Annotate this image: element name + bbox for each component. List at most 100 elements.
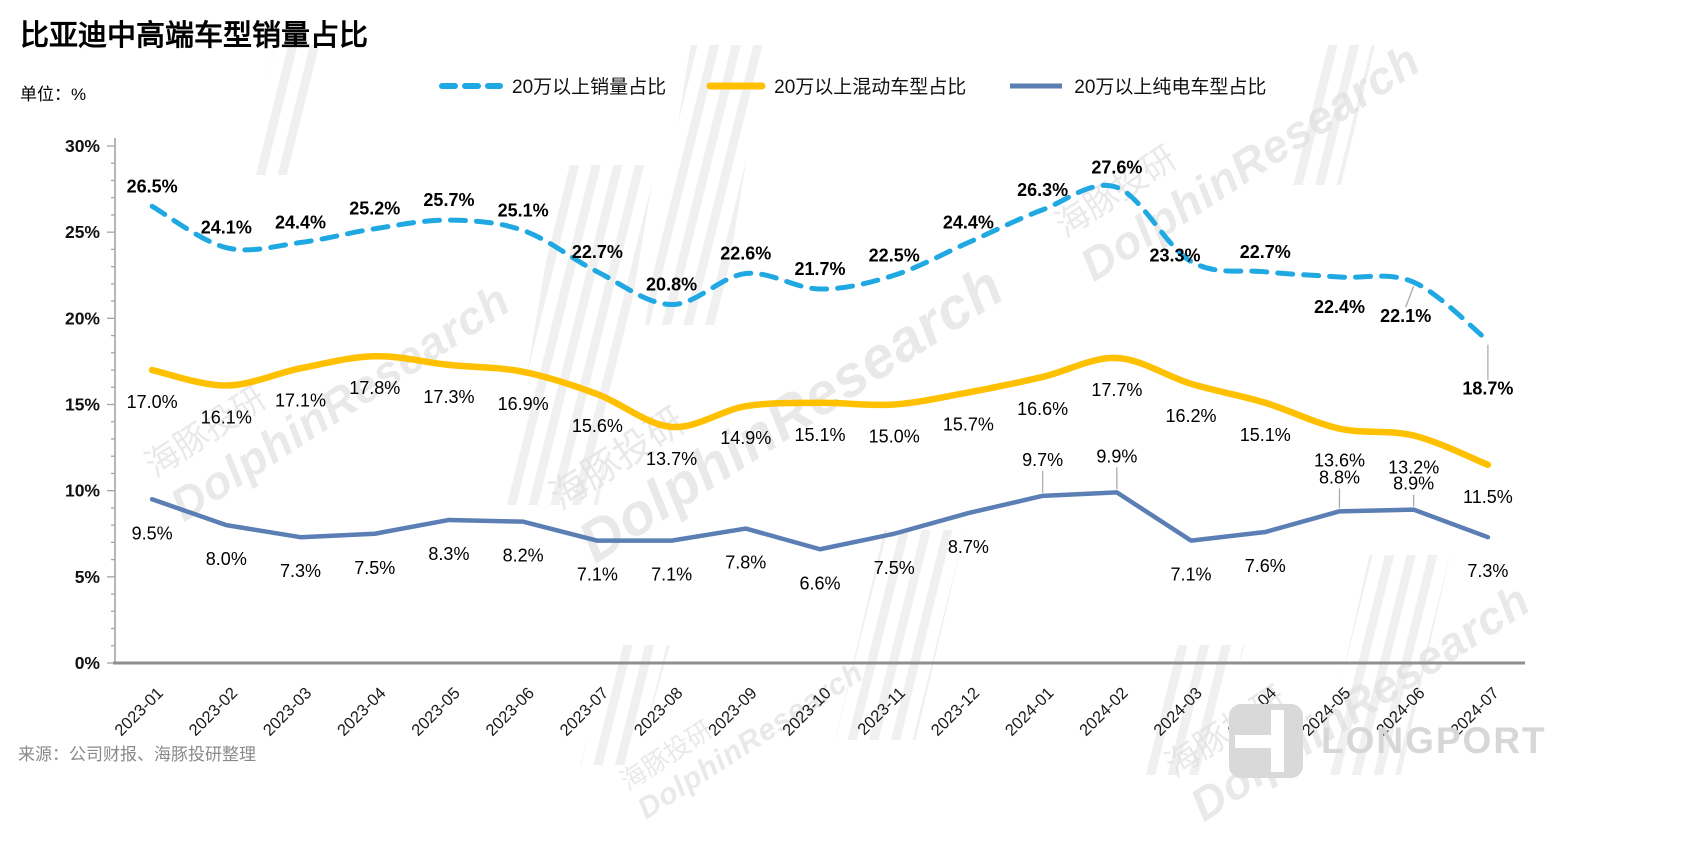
x-tick-label: 2023-05 bbox=[408, 684, 464, 740]
legend-label-bev-share: 20万以上纯电车型占比 bbox=[1074, 77, 1267, 98]
data-label: 25.1% bbox=[498, 200, 549, 220]
x-tick-label: 2024-03 bbox=[1150, 684, 1206, 740]
data-label: 24.4% bbox=[275, 213, 326, 233]
data-label: 16.2% bbox=[1166, 406, 1217, 426]
data-label: 7.6% bbox=[1245, 556, 1286, 576]
data-label: 11.5% bbox=[1463, 487, 1513, 507]
label-leader bbox=[1405, 285, 1415, 308]
data-label: 13.6% bbox=[1314, 451, 1365, 471]
y-tick-label: 0% bbox=[75, 653, 101, 673]
data-label: 16.9% bbox=[498, 394, 549, 414]
x-tick-label: 2023-12 bbox=[928, 684, 984, 740]
data-label: 13.2% bbox=[1388, 458, 1439, 478]
source-note: 来源：公司财报、海豚投研整理 bbox=[18, 745, 256, 764]
y-tick-label: 25% bbox=[65, 222, 100, 242]
x-tick-label: 2023-04 bbox=[334, 684, 390, 740]
data-label: 25.7% bbox=[423, 190, 474, 210]
y-tick-label: 5% bbox=[75, 567, 101, 587]
legend: 20万以上销量占比 20万以上混动车型占比 20万以上纯电车型占比 bbox=[438, 72, 1266, 99]
data-label: 16.6% bbox=[1017, 399, 1068, 419]
x-tick-label: 2024-02 bbox=[1076, 684, 1132, 740]
data-label: 22.1% bbox=[1380, 306, 1431, 326]
x-tick-label: 2023-06 bbox=[482, 684, 538, 740]
legend-label-sales-share: 20万以上销量占比 bbox=[512, 77, 667, 98]
data-label: 22.7% bbox=[572, 242, 623, 262]
y-tick-label: 20% bbox=[65, 308, 100, 328]
unit-label: 单位：% bbox=[20, 85, 87, 104]
data-label: 20.8% bbox=[646, 275, 697, 295]
x-tick-label: 2024-01 bbox=[1002, 684, 1058, 740]
data-label: 8.3% bbox=[428, 544, 469, 564]
x-tick-label: 2023-02 bbox=[186, 684, 242, 740]
y-tick-label: 15% bbox=[65, 395, 100, 415]
x-tick-label: 2023-01 bbox=[111, 684, 167, 740]
solid-line-swatch-blue bbox=[1010, 83, 1063, 88]
data-label: 7.3% bbox=[280, 561, 321, 581]
brand-name: LONGPORT bbox=[1321, 720, 1547, 761]
legend-item-sales-share[interactable]: 20万以上销量占比 bbox=[438, 72, 666, 99]
x-tick-label: 2023-10 bbox=[779, 684, 835, 740]
data-label: 9.5% bbox=[132, 523, 173, 543]
data-label: 9.7% bbox=[1022, 450, 1063, 470]
data-label: 17.3% bbox=[423, 387, 474, 407]
data-label: 7.5% bbox=[874, 558, 915, 578]
data-label: 17.0% bbox=[127, 392, 178, 412]
data-label: 8.0% bbox=[206, 549, 247, 569]
x-tick-label: 2023-07 bbox=[557, 684, 613, 740]
x-tick-label: 2023-08 bbox=[631, 684, 687, 740]
y-tick-label: 10% bbox=[65, 481, 100, 501]
data-label: 7.5% bbox=[354, 558, 395, 578]
series-line-2 bbox=[149, 490, 1491, 552]
data-label: 22.5% bbox=[869, 245, 920, 265]
data-label: 24.4% bbox=[943, 213, 994, 233]
solid-line-swatch-yellow bbox=[706, 82, 766, 89]
data-label: 7.3% bbox=[1467, 561, 1508, 581]
page-title: 比亚迪中高端车型销量占比 bbox=[20, 20, 369, 52]
data-label: 26.3% bbox=[1017, 180, 1068, 200]
data-label: 17.7% bbox=[1091, 380, 1142, 400]
data-label: 17.8% bbox=[349, 378, 400, 398]
data-label: 18.7% bbox=[1462, 379, 1513, 399]
data-label: 8.8% bbox=[1319, 467, 1360, 487]
legend-item-bev-share[interactable]: 20万以上纯电车型占比 bbox=[1006, 72, 1266, 99]
x-tick-label: 2023-09 bbox=[705, 684, 761, 740]
data-label: 6.6% bbox=[799, 573, 840, 593]
data-label: 14.9% bbox=[720, 428, 771, 448]
data-label: 8.9% bbox=[1393, 474, 1434, 494]
brand-logo: LONGPORT bbox=[1225, 700, 1547, 782]
data-label: 27.6% bbox=[1091, 157, 1142, 177]
data-label: 7.1% bbox=[1171, 565, 1212, 585]
data-label: 9.9% bbox=[1096, 446, 1137, 466]
legend-item-hybrid-share[interactable]: 20万以上混动车型占比 bbox=[706, 72, 966, 99]
data-label: 22.7% bbox=[1240, 242, 1291, 262]
data-label: 13.7% bbox=[646, 449, 697, 469]
longport-icon bbox=[1229, 704, 1303, 778]
data-label: 22.6% bbox=[720, 244, 771, 264]
x-tick-label: 2023-03 bbox=[260, 684, 316, 740]
data-label: 15.1% bbox=[1240, 425, 1291, 445]
data-label: 8.2% bbox=[503, 546, 544, 566]
data-label: 7.8% bbox=[725, 553, 766, 573]
data-label: 21.7% bbox=[794, 259, 845, 279]
legend-label-hybrid-share: 20万以上混动车型占比 bbox=[774, 77, 967, 98]
data-label: 8.7% bbox=[948, 537, 989, 557]
data-label: 15.0% bbox=[869, 427, 920, 447]
series-line-0 bbox=[149, 182, 1491, 344]
data-label: 22.4% bbox=[1314, 297, 1365, 317]
data-label: 15.7% bbox=[943, 414, 994, 434]
data-label: 24.1% bbox=[201, 218, 252, 238]
data-label: 7.1% bbox=[577, 565, 618, 585]
y-tick-label: 30% bbox=[65, 136, 100, 156]
x-tick-label: 2023-11 bbox=[854, 684, 909, 739]
series-line-1 bbox=[148, 352, 1492, 469]
data-label: 7.1% bbox=[651, 565, 692, 585]
dashed-line-swatch bbox=[439, 82, 503, 89]
data-label: 23.3% bbox=[1150, 245, 1201, 265]
data-label: 15.1% bbox=[794, 425, 845, 445]
data-label: 15.6% bbox=[572, 416, 623, 436]
data-label: 25.2% bbox=[349, 199, 400, 219]
data-label: 17.1% bbox=[275, 390, 326, 410]
data-label: 26.5% bbox=[127, 176, 178, 196]
data-label: 16.1% bbox=[201, 408, 252, 428]
